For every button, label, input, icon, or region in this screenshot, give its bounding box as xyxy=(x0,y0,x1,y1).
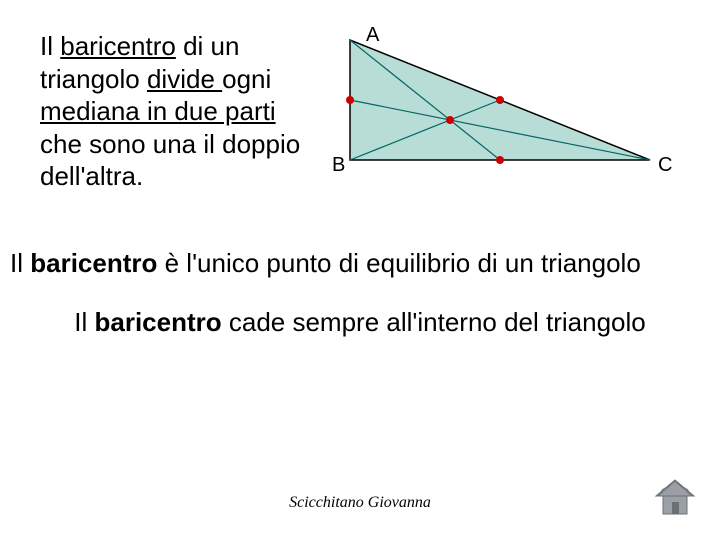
line2-bold: baricentro xyxy=(30,248,157,278)
def-mediana: mediana in due parti xyxy=(40,96,276,126)
footer-author: Scicchitano Giovanna xyxy=(0,494,720,512)
line3-pre: Il xyxy=(74,307,94,337)
line2-pre: Il xyxy=(10,248,30,278)
statement-interior: Il baricentro cade sempre all'interno de… xyxy=(0,279,720,338)
def-p1: Il xyxy=(40,31,60,61)
def-baricentro: baricentro xyxy=(60,31,176,61)
statement-equilibrium: Il baricentro è l'unico punto di equilib… xyxy=(0,230,720,279)
line3-post: cade sempre all'interno del triangolo xyxy=(222,307,646,337)
def-divide: divide xyxy=(147,64,222,94)
def-p3: ogni xyxy=(222,64,271,94)
vertex-label-a: A xyxy=(366,24,379,47)
line2-post: è l'unico punto di equilibrio di un tria… xyxy=(157,248,640,278)
def-p4: che sono una il doppio dell'altra. xyxy=(40,129,300,192)
vertex-label-b: B xyxy=(332,154,345,177)
home-icon[interactable] xyxy=(652,474,698,518)
line3-bold: baricentro xyxy=(94,307,221,337)
vertex-label-c: C xyxy=(658,154,672,177)
triangle-svg xyxy=(330,30,670,180)
triangle-figure: A B C xyxy=(330,30,690,220)
definition-text: Il baricentro di un triangolo divide ogn… xyxy=(40,30,320,220)
